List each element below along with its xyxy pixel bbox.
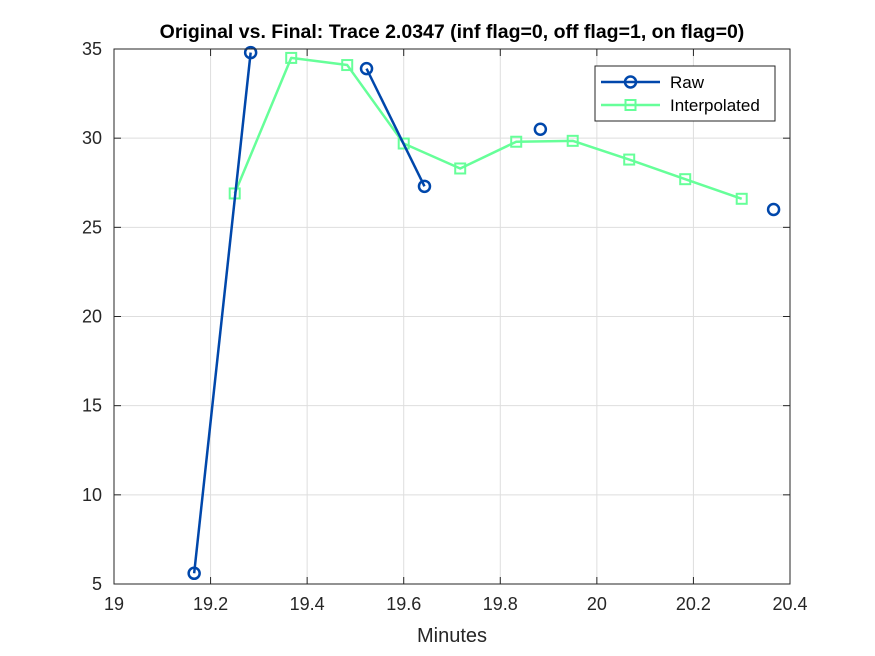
interpolated-data-point	[397, 137, 410, 150]
y-tick-label: 5	[92, 574, 102, 594]
x-axis-label: Minutes	[417, 625, 487, 647]
y-tick-label: 25	[82, 217, 102, 237]
legend-interpolated-marker	[624, 99, 637, 111]
interpolated-data-point	[623, 153, 636, 166]
raw-series-line	[192, 52, 252, 574]
x-tick-label: 19.2	[193, 594, 228, 614]
y-tick-label: 10	[82, 485, 102, 505]
interpolated-data-point	[735, 192, 748, 205]
raw-data-point	[243, 45, 258, 60]
legend-box	[594, 65, 776, 122]
x-tick-label: 19.8	[483, 594, 518, 614]
x-tick-label: 19.6	[386, 594, 421, 614]
interpolated-series-line	[233, 56, 743, 200]
legend: Raw Interpolated	[594, 65, 776, 122]
chart-title: Original vs. Final: Trace 2.0347 (inf fl…	[160, 21, 745, 43]
ticks: 19 19.2 19.4 19.6 19.8 20 20.2 20.4 5 10 15 20 25 30 3…	[82, 39, 808, 614]
legend-interpolated-label: Interpolated	[670, 96, 760, 115]
raw-series-line	[365, 68, 426, 187]
x-tick-label: 20	[587, 594, 607, 614]
interpolated-data-point	[285, 51, 298, 64]
x-tick-label: 20.2	[676, 594, 711, 614]
series-layer	[187, 45, 781, 581]
interpolated-data-point	[454, 162, 467, 175]
y-tick-label: 15	[82, 396, 102, 416]
y-tick-label: 30	[82, 128, 102, 148]
raw-data-point	[766, 202, 781, 217]
raw-data-point	[417, 179, 432, 194]
x-tick-label: 20.4	[772, 594, 807, 614]
interpolated-data-point	[566, 134, 579, 147]
interpolated-data-point	[341, 59, 354, 72]
legend-raw-label: Raw	[670, 73, 705, 92]
legend-raw-marker	[623, 75, 638, 89]
y-tick-label: 35	[82, 39, 102, 59]
interpolated-data-point	[679, 173, 692, 186]
raw-data-point	[533, 122, 548, 136]
x-tick-label: 19.4	[290, 594, 325, 614]
interpolated-data-point	[510, 135, 523, 148]
y-tick-label: 20	[82, 307, 102, 327]
raw-data-point	[187, 566, 201, 581]
raw-data-point	[359, 61, 374, 76]
x-tick-label: 19	[104, 594, 124, 614]
